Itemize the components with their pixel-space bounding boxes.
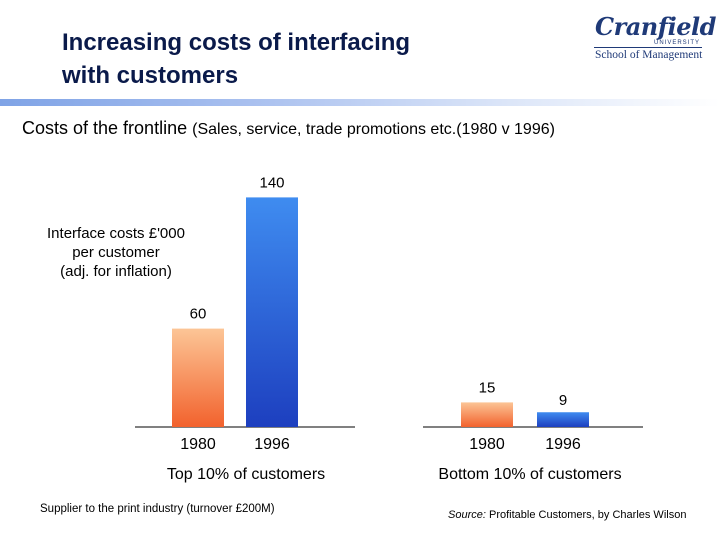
subtitle-detail: (Sales, service, trade promotions etc.(1…: [192, 121, 555, 138]
title-gradient-rule: [0, 99, 720, 106]
logo-school: School of Management: [595, 49, 703, 61]
chart-2-tick-label-1980: 1980: [469, 436, 505, 453]
chart-1-ylabel-line-2: per customer: [72, 244, 160, 261]
chart-2-value-label-1996: 9: [559, 392, 567, 409]
cranfield-logo: Cranfield UNIVERSITY School of Managemen…: [592, 12, 716, 62]
chart-2-title: Bottom 10% of customers: [438, 466, 621, 483]
chart-2-bar-1996: [537, 412, 589, 427]
slide-title: Increasing costs of interfacing with cus…: [62, 26, 542, 92]
chart-1-value-label-1980: 60: [190, 306, 207, 323]
source-label: Source:: [448, 509, 486, 521]
slide-title-line-2: with customers: [62, 62, 239, 89]
chart-1-bar-1996: [246, 197, 298, 427]
chart-1-ylabel-line-1: Interface costs £'000: [47, 225, 185, 242]
logo-university: UNIVERSITY: [653, 40, 700, 46]
logo-divider: [594, 47, 702, 48]
slide-title-line-1: Increasing costs of interfacing: [62, 29, 411, 56]
chart-1-ylabel-line-3: (adj. for inflation): [60, 263, 172, 280]
chart-1-bar-1980: [172, 328, 224, 427]
logo-wordmark: Cranfield: [595, 12, 716, 41]
chart-1-value-label-1996: 140: [259, 174, 284, 191]
supplier-note: Supplier to the print industry (turnover…: [40, 503, 275, 515]
chart-2-tick-label-1996: 1996: [545, 436, 581, 453]
source-note: Source: Profitable Customers, by Charles…: [448, 509, 686, 521]
chart-1-tick-label-1980: 1980: [180, 436, 216, 453]
subtitle-main: Costs of the frontline: [22, 118, 188, 138]
slide-subtitle: Costs of the frontline (Sales, service, …: [22, 118, 555, 139]
chart-1-title: Top 10% of customers: [167, 466, 325, 483]
chart-2-bar-1980: [461, 402, 513, 427]
source-text: Profitable Customers, by Charles Wilson: [485, 509, 687, 521]
chart-1-tick-label-1996: 1996: [254, 436, 290, 453]
chart-2-value-label-1980: 15: [479, 379, 496, 396]
